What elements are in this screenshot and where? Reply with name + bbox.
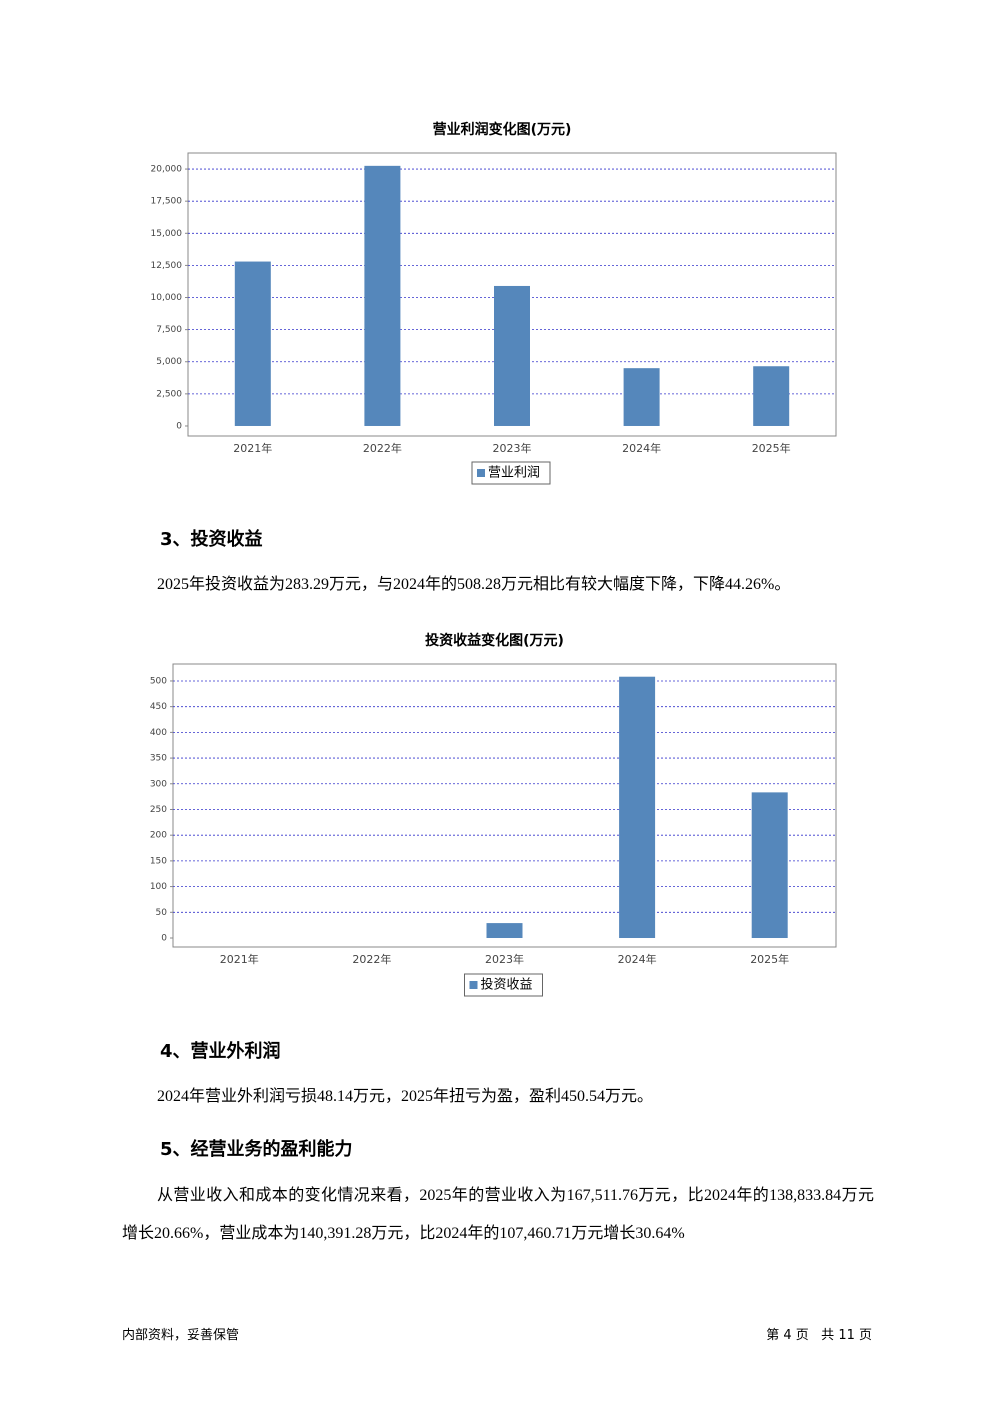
y-tick-label: 20,000 bbox=[151, 165, 183, 175]
bar bbox=[494, 285, 530, 426]
heading: 5、经营业务的盈利能力 bbox=[160, 1139, 353, 1160]
bar bbox=[619, 676, 656, 939]
y-tick-label: 150 bbox=[150, 856, 167, 866]
y-tick-label: 15,000 bbox=[151, 229, 183, 239]
y-tick-label: 50 bbox=[156, 908, 168, 918]
y-tick-label: 200 bbox=[150, 831, 167, 841]
x-tick-label: 2023年 bbox=[493, 441, 532, 455]
x-tick-label: 2021年 bbox=[220, 952, 259, 966]
heading: 3、投资收益 bbox=[160, 529, 263, 550]
plot-area bbox=[172, 663, 837, 948]
bar bbox=[364, 165, 401, 426]
x-tick-label: 2022年 bbox=[363, 441, 402, 455]
y-tick-label: 400 bbox=[150, 728, 167, 738]
y-tick-label: 0 bbox=[176, 421, 182, 431]
legend-swatch bbox=[469, 981, 478, 989]
legend-label: 投资收益 bbox=[481, 977, 533, 993]
y-tick-label: 300 bbox=[150, 779, 167, 789]
legend-swatch bbox=[477, 469, 485, 477]
chart-title: 营业利润变化图(万元) bbox=[433, 121, 572, 138]
y-tick-label: 100 bbox=[150, 882, 167, 892]
y-tick-label: 250 bbox=[150, 805, 167, 815]
y-tick-label: 500 bbox=[150, 676, 167, 686]
legend-box bbox=[464, 973, 543, 997]
bar bbox=[623, 368, 660, 426]
y-tick-label: 12,500 bbox=[151, 261, 183, 271]
chart-title: 投资收益变化图(万元) bbox=[425, 632, 564, 649]
paragraph: 从营业收入和成本的变化情况来看，2025年的营业收入为167,511.76万元，… bbox=[122, 1187, 874, 1242]
y-tick-label: 7,500 bbox=[156, 325, 182, 335]
y-tick-label: 450 bbox=[150, 702, 167, 712]
bar bbox=[751, 792, 788, 939]
bar bbox=[234, 261, 271, 426]
x-tick-label: 2022年 bbox=[352, 952, 391, 966]
x-tick-label: 2025年 bbox=[750, 952, 789, 966]
y-tick-label: 17,500 bbox=[151, 197, 183, 207]
paragraph: 2024年营业外利润亏损48.14万元，2025年扭亏为盈，盈利450.54万元… bbox=[157, 1088, 654, 1105]
x-tick-label: 2021年 bbox=[233, 441, 272, 455]
y-tick-label: 350 bbox=[150, 754, 167, 764]
footer-left: 内部资料，妥善保管 bbox=[122, 1328, 240, 1343]
bar bbox=[753, 366, 790, 426]
y-tick-label: 10,000 bbox=[151, 293, 183, 303]
x-tick-label: 2024年 bbox=[622, 441, 661, 455]
y-tick-label: 0 bbox=[161, 934, 167, 944]
x-tick-label: 2025年 bbox=[752, 441, 791, 455]
y-tick-label: 2,500 bbox=[156, 389, 182, 399]
heading: 4、营业外利润 bbox=[160, 1041, 281, 1062]
y-tick-label: 5,000 bbox=[156, 357, 182, 367]
paragraph: 2025年投资收益为283.29万元，与2024年的508.28万元相比有较大幅… bbox=[157, 576, 791, 593]
bar bbox=[486, 923, 523, 939]
x-tick-label: 2023年 bbox=[485, 952, 524, 966]
legend-label: 营业利润 bbox=[488, 466, 540, 481]
legend-box bbox=[471, 461, 551, 485]
footer-right: 第 4 页 共 11 页 bbox=[766, 1328, 872, 1343]
x-tick-label: 2024年 bbox=[618, 952, 657, 966]
